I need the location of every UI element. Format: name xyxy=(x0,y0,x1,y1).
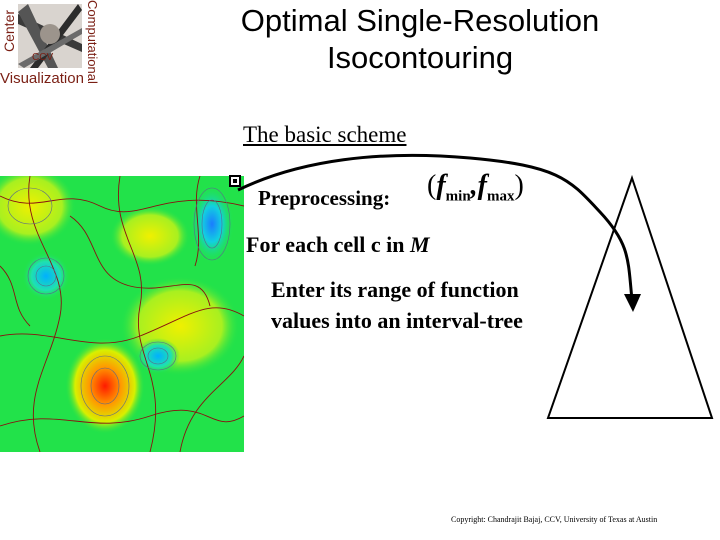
ccv-logo: Center Computational CCV Visualization xyxy=(0,0,100,98)
formula-sub-max: max xyxy=(487,188,515,205)
for-each-variable: M xyxy=(409,232,430,257)
bullet-square-icon xyxy=(229,175,241,187)
triangle-tree-icon xyxy=(546,174,714,419)
logo-icon xyxy=(18,4,82,68)
enter-line-1: Enter its range of function xyxy=(271,277,519,302)
for-each-prefix: For each cell c in xyxy=(246,232,410,257)
logo-computational-text: Computational xyxy=(85,0,100,84)
section-heading: The basic scheme xyxy=(243,122,407,147)
formula-sub-min: min xyxy=(445,188,471,205)
slide-title: Optimal Single-Resolution Isocontouring xyxy=(160,2,680,76)
formula-f-max: f xyxy=(477,170,487,201)
logo-ccv-text: CCV xyxy=(32,52,54,63)
for-each-line: For each cell c in M xyxy=(246,232,430,258)
formula-open-paren: ( xyxy=(427,170,437,201)
scalar-field-image xyxy=(0,176,244,452)
logo-center-text: Center xyxy=(1,9,17,53)
enter-line-2: values into an interval-tree xyxy=(271,308,523,333)
title-line-1: Optimal Single-Resolution xyxy=(240,3,600,38)
logo-visualization-text: Visualization xyxy=(0,70,84,87)
enter-range-text: Enter its range of function values into … xyxy=(271,274,523,336)
formula-comma: , xyxy=(470,170,478,201)
formula-close-paren: ) xyxy=(514,170,524,201)
formula-f-min: f xyxy=(436,170,446,201)
preprocessing-label: Preprocessing: xyxy=(258,186,391,210)
copyright-text: Copyright: Chandrajit Bajaj, CCV, Univer… xyxy=(451,515,658,524)
title-line-2: Isocontouring xyxy=(326,40,514,75)
range-formula: (fmin,fmax) xyxy=(427,170,524,206)
arrow-head xyxy=(624,294,641,312)
